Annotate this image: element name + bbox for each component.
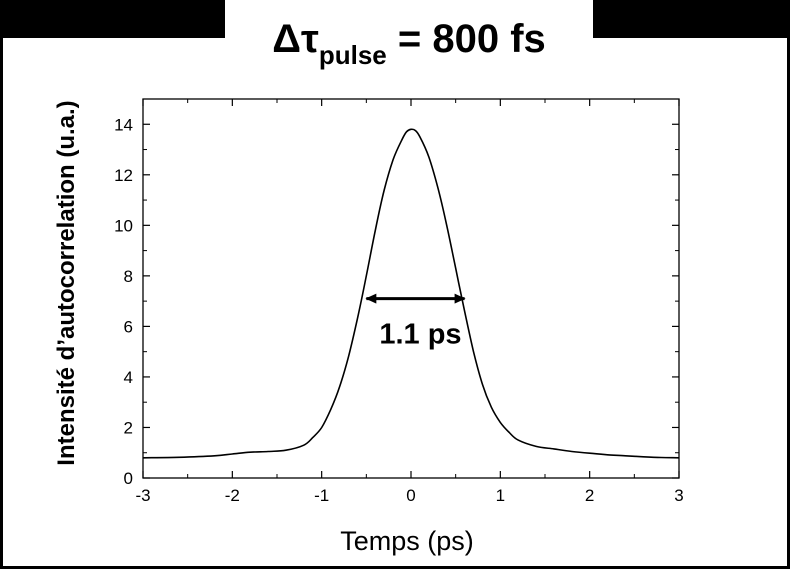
y-tick-label: 8: [124, 267, 133, 286]
y-tick-label: 10: [114, 216, 133, 235]
y-tick-label: 2: [124, 418, 133, 437]
x-tick-label: 1: [496, 486, 505, 505]
x-tick-label: 0: [406, 486, 415, 505]
y-axis-label: Intensité d’autocorrelation (u.a.): [53, 100, 80, 465]
y-tick-label: 6: [124, 317, 133, 336]
x-axis: -3 -2 -1 0 1 2 3: [135, 99, 684, 505]
series-line: [142, 128, 680, 459]
x-tick-label: -1: [314, 486, 329, 505]
title-subscript: pulse: [318, 40, 387, 70]
x-tick-label: 2: [585, 486, 594, 505]
title-symbol: Δτ: [272, 17, 319, 61]
top-bar-right: [593, 0, 790, 38]
x-tick-label: 3: [674, 486, 683, 505]
x-axis-label: Temps (ps): [340, 526, 474, 556]
plot-frame: [142, 98, 680, 479]
chart-title: Δτpulse = 800 fs: [225, 0, 593, 70]
top-bar-left: [0, 0, 225, 38]
y-tick-label: 0: [124, 469, 133, 488]
fwhm-label: 1.1 ps: [379, 319, 461, 351]
y-tick-label: 14: [114, 115, 133, 134]
x-tick-label: -2: [225, 486, 240, 505]
y-tick-label: 4: [124, 368, 133, 387]
x-tick-label: -3: [135, 486, 150, 505]
title-value: = 800 fs: [386, 17, 546, 61]
y-tick-label: 12: [114, 166, 133, 185]
y-axis: 0 2 4 6 8 10 12 14: [114, 115, 679, 488]
